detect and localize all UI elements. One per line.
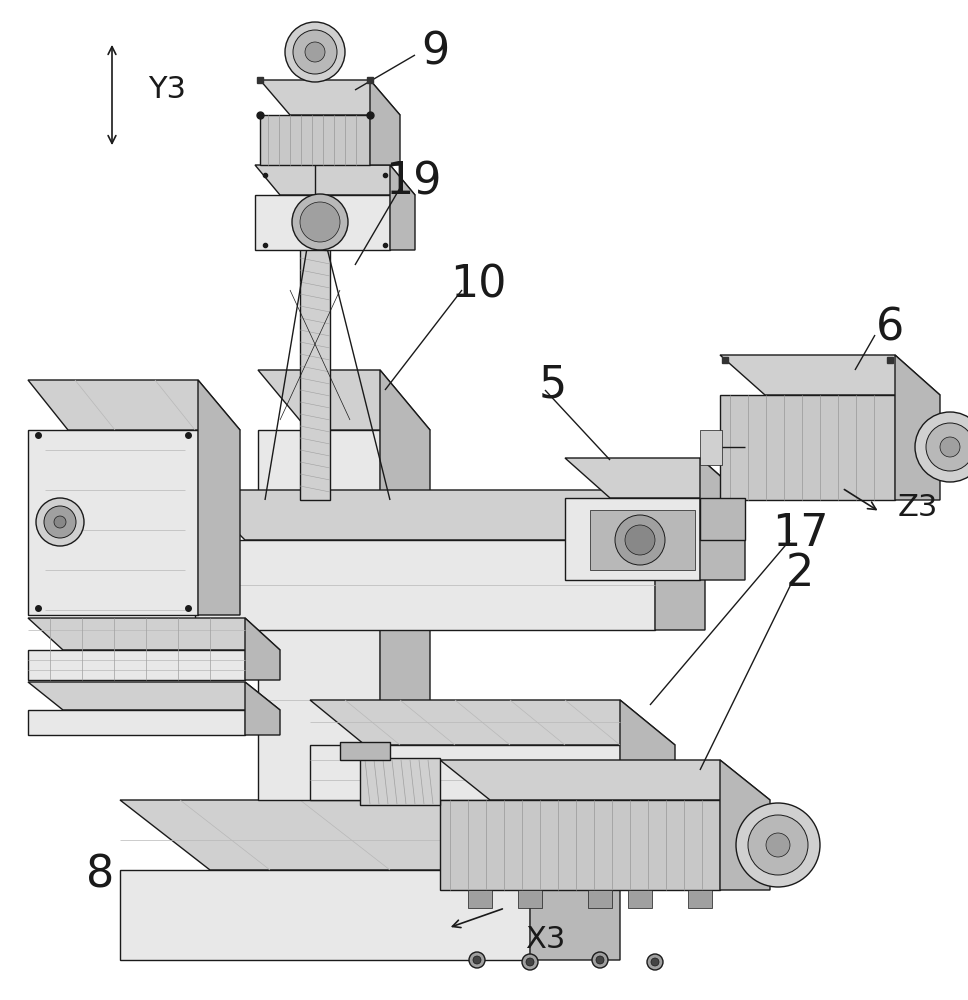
Circle shape [748,815,808,875]
Polygon shape [688,890,712,908]
Polygon shape [720,395,895,500]
Circle shape [915,412,968,482]
Text: 6: 6 [876,306,904,350]
Polygon shape [565,458,745,498]
Text: Y3: Y3 [148,76,186,104]
Polygon shape [120,870,530,960]
Circle shape [596,956,604,964]
Polygon shape [895,355,940,500]
Circle shape [54,516,66,528]
Circle shape [647,954,663,970]
Text: 17: 17 [771,512,829,554]
Polygon shape [28,380,240,430]
Polygon shape [620,700,675,800]
Circle shape [736,803,820,887]
Circle shape [285,22,345,82]
Circle shape [522,954,538,970]
Text: 9: 9 [421,30,449,74]
Polygon shape [258,370,430,430]
Text: 2: 2 [786,552,814,594]
Polygon shape [440,760,770,800]
Polygon shape [28,430,198,615]
Polygon shape [360,758,440,805]
Polygon shape [28,618,280,650]
Polygon shape [700,458,745,580]
Circle shape [469,952,485,968]
Text: 5: 5 [539,363,567,406]
Polygon shape [590,510,695,570]
Polygon shape [440,800,720,890]
Polygon shape [518,890,542,908]
Circle shape [651,958,659,966]
Polygon shape [700,430,722,465]
Polygon shape [120,800,620,870]
Polygon shape [720,760,770,890]
Polygon shape [720,355,940,395]
Circle shape [625,525,655,555]
Polygon shape [195,540,655,630]
Circle shape [926,423,968,471]
Polygon shape [195,490,705,540]
Text: X3: X3 [525,926,565,954]
Circle shape [44,506,76,538]
Polygon shape [310,745,620,800]
Text: 10: 10 [450,263,506,306]
Circle shape [292,194,348,250]
Polygon shape [28,650,245,680]
Circle shape [305,42,325,62]
Polygon shape [28,682,280,710]
Polygon shape [198,380,240,615]
Polygon shape [255,165,415,195]
Text: 8: 8 [86,854,114,896]
Polygon shape [340,742,390,760]
Polygon shape [300,200,330,500]
Polygon shape [255,195,390,250]
Polygon shape [468,890,492,908]
Polygon shape [628,890,652,908]
Circle shape [940,437,960,457]
Polygon shape [390,165,415,250]
Circle shape [526,958,534,966]
Polygon shape [655,490,705,630]
Polygon shape [370,80,400,165]
Polygon shape [565,498,700,580]
Polygon shape [245,618,280,680]
Circle shape [36,498,84,546]
Polygon shape [28,710,245,735]
Polygon shape [530,800,620,960]
Circle shape [473,956,481,964]
Polygon shape [260,115,370,165]
Text: Z3: Z3 [898,492,938,522]
Circle shape [615,515,665,565]
Circle shape [293,30,337,74]
Text: 19: 19 [384,160,441,204]
Circle shape [300,202,340,242]
Circle shape [766,833,790,857]
Circle shape [592,952,608,968]
Polygon shape [260,80,400,115]
Polygon shape [310,700,675,745]
Polygon shape [258,430,380,800]
Polygon shape [245,682,280,735]
Polygon shape [588,890,612,908]
Polygon shape [700,498,745,540]
Polygon shape [380,370,430,800]
